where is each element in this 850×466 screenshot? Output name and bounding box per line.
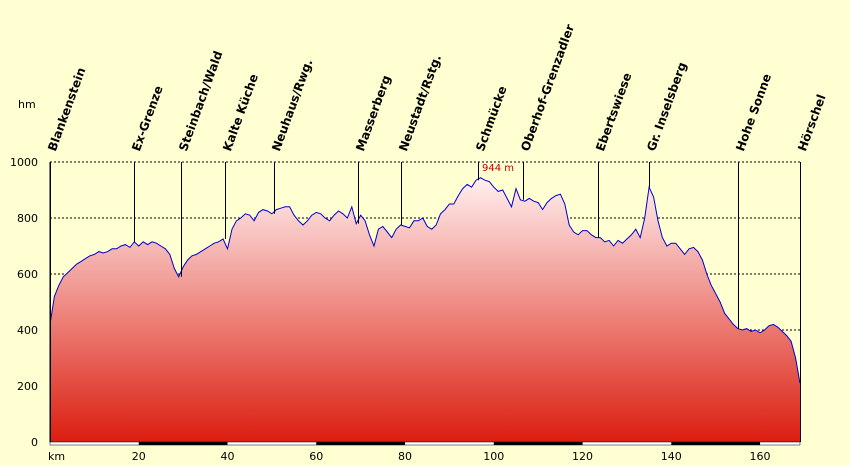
y-tick-label: 1000 [10, 156, 38, 169]
place-label: Ex-Grenze [129, 84, 166, 153]
y-tick-label: 600 [17, 268, 38, 281]
x-axis-scale-segment [138, 442, 228, 445]
place-label: Blankenstein [45, 66, 88, 153]
y-axis-unit-label: hm [18, 98, 36, 111]
x-tick-label: 120 [572, 450, 593, 463]
y-tick-label: 0 [31, 436, 38, 449]
place-label: Hohe Sonne [733, 72, 774, 153]
place-label: Neustadt/Rstg. [396, 53, 444, 153]
x-axis-unit-label: km [48, 450, 65, 463]
place-label: Neuhaus/Rwg. [269, 57, 315, 153]
peak-elevation-label: 944 m [482, 163, 514, 174]
place-label: Steinbach/Wald [176, 49, 225, 153]
place-label: Ebertswiese [593, 71, 634, 153]
x-tick-label: 60 [309, 450, 323, 463]
y-tick-label: 200 [17, 380, 38, 393]
x-tick-label: 160 [750, 450, 771, 463]
x-tick-label: 140 [661, 450, 682, 463]
place-label: Schmücke [473, 84, 510, 153]
x-tick-label: 100 [483, 450, 504, 463]
place-label: Masserberg [353, 73, 393, 153]
y-tick-label: 400 [17, 324, 38, 337]
elevation-line [49, 177, 801, 384]
y-tick-label: 800 [17, 212, 38, 225]
elevation-area [49, 177, 801, 442]
x-tick-label: 40 [221, 450, 235, 463]
x-axis-bar [49, 441, 801, 446]
x-axis-scale-segment [671, 442, 761, 445]
place-label: Gr. Inselsberg [644, 60, 689, 153]
x-tick-label: 20 [132, 450, 146, 463]
place-label: Oberhof-Grenzadler [518, 22, 577, 153]
axes: 0 200 400 600 800 1000 20 40 60 80 100 120 140 160 [10, 156, 801, 463]
x-tick-label: 80 [398, 450, 412, 463]
place-label: Hörschel [795, 93, 828, 153]
place-label: Kalte Küche [220, 72, 261, 153]
x-axis-scale-segment [316, 442, 406, 445]
x-axis-scale-segment [493, 442, 583, 445]
elevation-fill [50, 177, 800, 442]
